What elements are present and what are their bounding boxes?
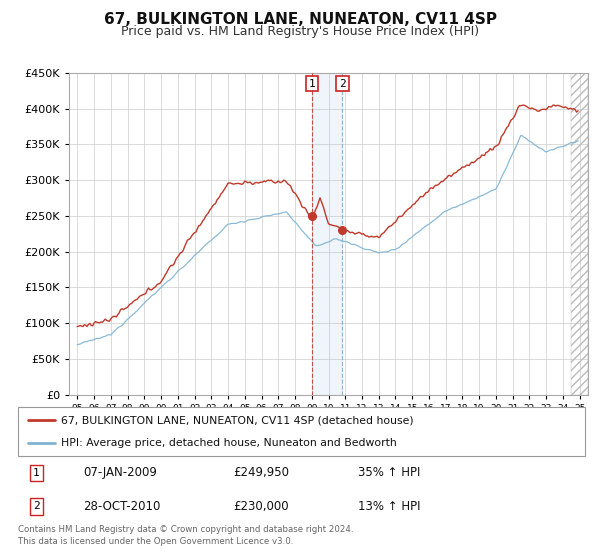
Text: 2: 2 bbox=[339, 78, 346, 88]
Text: Price paid vs. HM Land Registry's House Price Index (HPI): Price paid vs. HM Land Registry's House … bbox=[121, 25, 479, 38]
Text: 13% ↑ HPI: 13% ↑ HPI bbox=[358, 500, 421, 513]
Text: £230,000: £230,000 bbox=[233, 500, 289, 513]
Text: 35% ↑ HPI: 35% ↑ HPI bbox=[358, 466, 421, 479]
Text: 1: 1 bbox=[309, 78, 316, 88]
Text: 67, BULKINGTON LANE, NUNEATON, CV11 4SP: 67, BULKINGTON LANE, NUNEATON, CV11 4SP bbox=[104, 12, 497, 27]
Text: £249,950: £249,950 bbox=[233, 466, 289, 479]
Bar bbox=[571, 73, 588, 395]
Text: 1: 1 bbox=[33, 468, 40, 478]
Text: 07-JAN-2009: 07-JAN-2009 bbox=[83, 466, 157, 479]
Text: HPI: Average price, detached house, Nuneaton and Bedworth: HPI: Average price, detached house, Nune… bbox=[61, 438, 396, 448]
Text: 2: 2 bbox=[33, 501, 40, 511]
Bar bbox=[312, 73, 343, 395]
Text: 28-OCT-2010: 28-OCT-2010 bbox=[83, 500, 161, 513]
Text: 67, BULKINGTON LANE, NUNEATON, CV11 4SP (detached house): 67, BULKINGTON LANE, NUNEATON, CV11 4SP … bbox=[61, 416, 413, 426]
Text: Contains HM Land Registry data © Crown copyright and database right 2024.
This d: Contains HM Land Registry data © Crown c… bbox=[18, 525, 353, 546]
